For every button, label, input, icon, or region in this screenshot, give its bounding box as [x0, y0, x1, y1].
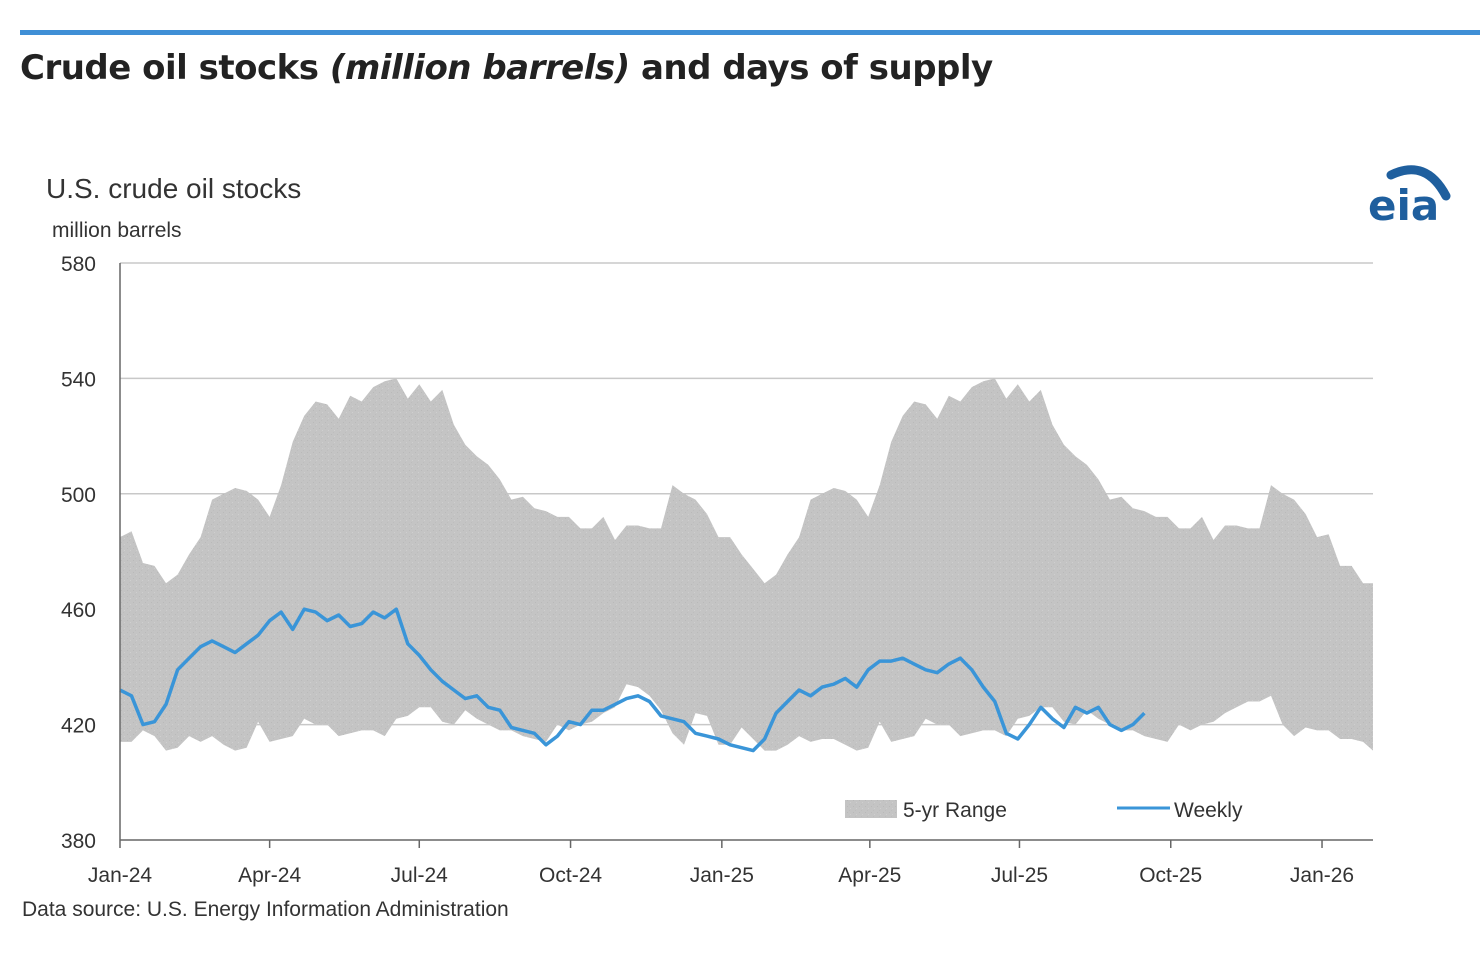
axes: [119, 263, 1373, 848]
title-text: Crude oil stocks: [20, 48, 330, 88]
y-axis-label: million barrels: [52, 219, 182, 242]
page-title: Crude oil stocks (million barrels) and d…: [20, 48, 993, 88]
x-tick-labels: Jan-24 Apr-24 Jul-24 Oct-24 Jan-25 Apr-25 Jul-…: [88, 864, 1354, 887]
y-tick-label: 540: [61, 368, 96, 391]
eia-logo: eia: [1368, 165, 1451, 230]
x-tick-label: Jan-25: [690, 864, 754, 887]
x-tick-label: Jul-24: [391, 864, 449, 887]
title-units: (million barrels): [329, 48, 630, 88]
x-tick-label: Oct-25: [1139, 864, 1202, 887]
weekly-line: [119, 607, 1146, 753]
legend: 5-yr Range Weekly: [845, 799, 1243, 822]
y-tick-label: 420: [61, 715, 96, 738]
weekly-line-layer: [119, 607, 1146, 753]
legend-range-label: 5-yr Range: [903, 799, 1007, 822]
y-tick-labels: 380 420 460 500 540 580: [61, 253, 96, 853]
legend-weekly-label: Weekly: [1174, 799, 1243, 822]
eia-logo-arc-icon: [1386, 165, 1451, 201]
chart-title: U.S. crude oil stocks: [46, 173, 301, 204]
x-tick-label: Apr-24: [238, 864, 301, 887]
y-tick-label: 500: [61, 484, 96, 507]
title-text-end: and days of supply: [629, 48, 993, 88]
y-tick-label: 580: [61, 253, 96, 276]
x-tick-label: Jul-25: [991, 864, 1048, 887]
legend-range-swatch: [845, 800, 897, 818]
y-tick-label: 460: [61, 599, 96, 622]
x-tick-label: Jan-24: [88, 864, 153, 887]
x-tick-label: Oct-24: [539, 864, 602, 887]
five-year-range-layer: [120, 378, 1373, 751]
eia-logo-text: eia: [1368, 181, 1439, 230]
accent-rule: [20, 30, 1480, 35]
y-tick-label: 380: [61, 830, 96, 853]
data-source-note: Data source: U.S. Energy Information Adm…: [22, 898, 509, 921]
five-year-range-band: [120, 378, 1373, 751]
x-tick-label: Jan-26: [1290, 864, 1354, 887]
x-tick-label: Apr-25: [838, 864, 901, 887]
